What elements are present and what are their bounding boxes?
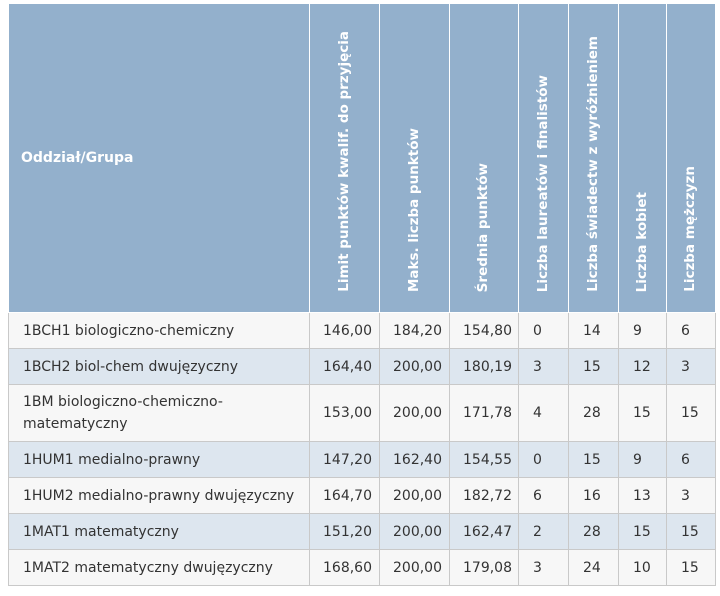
header-group: Oddział/Grupa — [8, 3, 310, 313]
cell-women: 13 — [618, 477, 667, 514]
cell-group: 1MAT2 matematyczny dwujęzyczny — [8, 549, 310, 586]
header-honors: Liczba świadectw z wyróżnieniem — [568, 3, 619, 313]
cell-group: 1BCH2 biol-chem dwujęzyczny — [8, 348, 310, 385]
cell-honors: 28 — [568, 513, 619, 550]
cell-men: 6 — [666, 312, 716, 349]
cell-group: 1HUM1 medialno-prawny — [8, 441, 310, 478]
cell-max: 200,00 — [379, 513, 450, 550]
cell-women: 9 — [618, 312, 667, 349]
cell-avg: 154,55 — [449, 441, 519, 478]
cell-women: 15 — [618, 384, 667, 442]
cell-limit: 153,00 — [309, 384, 380, 442]
cell-avg: 162,47 — [449, 513, 519, 550]
header-laureates: Liczba laureatów i finalistów — [518, 3, 569, 313]
cell-laureates: 3 — [518, 348, 569, 385]
cell-limit: 151,20 — [309, 513, 380, 550]
header-row: Oddział/Grupa Limit punktów kwalif. do p… — [8, 3, 716, 313]
table-row: 1BCH2 biol-chem dwujęzyczny 164,40 200,0… — [8, 348, 716, 385]
cell-men: 3 — [666, 348, 716, 385]
cell-avg: 179,08 — [449, 549, 519, 586]
cell-avg: 182,72 — [449, 477, 519, 514]
cell-laureates: 6 — [518, 477, 569, 514]
cell-women: 12 — [618, 348, 667, 385]
table-row: 1BCH1 biologiczno-chemiczny 146,00 184,2… — [8, 312, 716, 349]
cell-honors: 24 — [568, 549, 619, 586]
cell-men: 15 — [666, 549, 716, 586]
table-row: 1HUM1 medialno-prawny 147,20 162,40 154,… — [8, 441, 716, 478]
header-max: Maks. liczba punktów — [379, 3, 450, 313]
table-row: 1MAT1 matematyczny 151,20 200,00 162,47 … — [8, 513, 716, 550]
cell-limit: 164,70 — [309, 477, 380, 514]
cell-group: 1BCH1 biologiczno-chemiczny — [8, 312, 310, 349]
cell-limit: 147,20 — [309, 441, 380, 478]
cell-group: 1BM biologiczno-chemiczno-matematyczny — [8, 384, 310, 442]
cell-max: 200,00 — [379, 549, 450, 586]
cell-laureates: 2 — [518, 513, 569, 550]
cell-honors: 16 — [568, 477, 619, 514]
cell-group: 1HUM2 medialno-prawny dwujęzyczny — [8, 477, 310, 514]
cell-avg: 154,80 — [449, 312, 519, 349]
cell-honors: 15 — [568, 441, 619, 478]
cell-laureates: 0 — [518, 312, 569, 349]
cell-men: 6 — [666, 441, 716, 478]
cell-laureates: 3 — [518, 549, 569, 586]
cell-max: 184,20 — [379, 312, 450, 349]
cell-avg: 180,19 — [449, 348, 519, 385]
cell-group: 1MAT1 matematyczny — [8, 513, 310, 550]
cell-laureates: 0 — [518, 441, 569, 478]
cell-max: 200,00 — [379, 348, 450, 385]
cell-max: 162,40 — [379, 441, 450, 478]
table-row: 1MAT2 matematyczny dwujęzyczny 168,60 20… — [8, 549, 716, 586]
cell-men: 15 — [666, 513, 716, 550]
cell-honors: 14 — [568, 312, 619, 349]
header-men: Liczba mężczyzn — [666, 3, 716, 313]
cell-women: 10 — [618, 549, 667, 586]
table-row: 1BM biologiczno-chemiczno-matematyczny 1… — [8, 384, 716, 442]
results-table: Oddział/Grupa Limit punktów kwalif. do p… — [8, 3, 716, 586]
results-table-container: Oddział/Grupa Limit punktów kwalif. do p… — [8, 3, 716, 586]
cell-men: 15 — [666, 384, 716, 442]
header-women: Liczba kobiet — [618, 3, 667, 313]
header-avg: Średnia punktów — [449, 3, 519, 313]
cell-women: 9 — [618, 441, 667, 478]
cell-max: 200,00 — [379, 384, 450, 442]
cell-honors: 15 — [568, 348, 619, 385]
cell-max: 200,00 — [379, 477, 450, 514]
cell-limit: 168,60 — [309, 549, 380, 586]
cell-honors: 28 — [568, 384, 619, 442]
table-row: 1HUM2 medialno-prawny dwujęzyczny 164,70… — [8, 477, 716, 514]
cell-avg: 171,78 — [449, 384, 519, 442]
cell-men: 3 — [666, 477, 716, 514]
cell-limit: 146,00 — [309, 312, 380, 349]
header-limit: Limit punktów kwalif. do przyjęcia — [309, 3, 380, 313]
cell-limit: 164,40 — [309, 348, 380, 385]
cell-women: 15 — [618, 513, 667, 550]
cell-laureates: 4 — [518, 384, 569, 442]
